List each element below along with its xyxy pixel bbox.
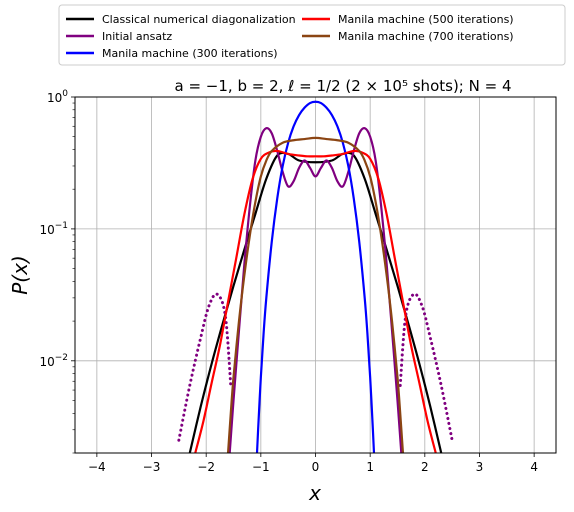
series-line-manila-machine-700-iterations	[226, 136, 405, 453]
series-line-initial-ansatz	[228, 127, 403, 453]
series-line-classical-numerical-diagonalization	[188, 151, 443, 453]
legend: Classical numerical diagonalization Initi…	[58, 4, 566, 66]
x-tick-label: 1	[366, 460, 374, 474]
y-axis: 10−2 10−1 100	[39, 89, 75, 454]
series-line-manila-machine-300-iterations	[255, 100, 376, 453]
x-tick-label: 2	[421, 460, 429, 474]
series-line-initial-ansatz-tails	[177, 292, 233, 442]
series-group	[177, 100, 454, 453]
y-tick-label: 10−1	[39, 221, 68, 237]
x-tick-label: −3	[143, 460, 161, 474]
chart-title: a = −1, b = 2, ℓ = 1/2 (2 × 10⁵ shots); …	[175, 77, 512, 95]
x-tick-label: 0	[312, 460, 320, 474]
x-tick-label: −4	[88, 460, 106, 474]
legend-label: Manila machine (300 iterations)	[102, 47, 278, 60]
x-axis: −4 −3 −2 −1 0 1 2 3 4	[88, 453, 538, 474]
legend-item: Initial ansatz	[66, 30, 172, 43]
legend-item: Manila machine (300 iterations)	[66, 47, 278, 60]
x-tick-label: 4	[530, 460, 538, 474]
y-axis-label: P(x)	[8, 255, 32, 295]
x-tick-label: −2	[197, 460, 215, 474]
y-tick-label: 10−2	[39, 353, 68, 369]
legend-label: Manila machine (500 iterations)	[338, 13, 514, 26]
x-tick-label: −1	[252, 460, 270, 474]
x-axis-label: x	[308, 481, 321, 505]
legend-label: Classical numerical diagonalization	[102, 13, 296, 26]
legend-label: Manila machine (700 iterations)	[338, 30, 514, 43]
series-line-manila-machine-500-iterations	[194, 149, 437, 453]
legend-item: Manila machine (700 iterations)	[302, 30, 514, 43]
legend-item: Manila machine (500 iterations)	[302, 13, 514, 26]
legend-item: Classical numerical diagonalization	[66, 13, 296, 26]
x-tick-label: 3	[476, 460, 484, 474]
y-tick-label: 100	[47, 89, 68, 105]
legend-label: Initial ansatz	[102, 30, 172, 43]
